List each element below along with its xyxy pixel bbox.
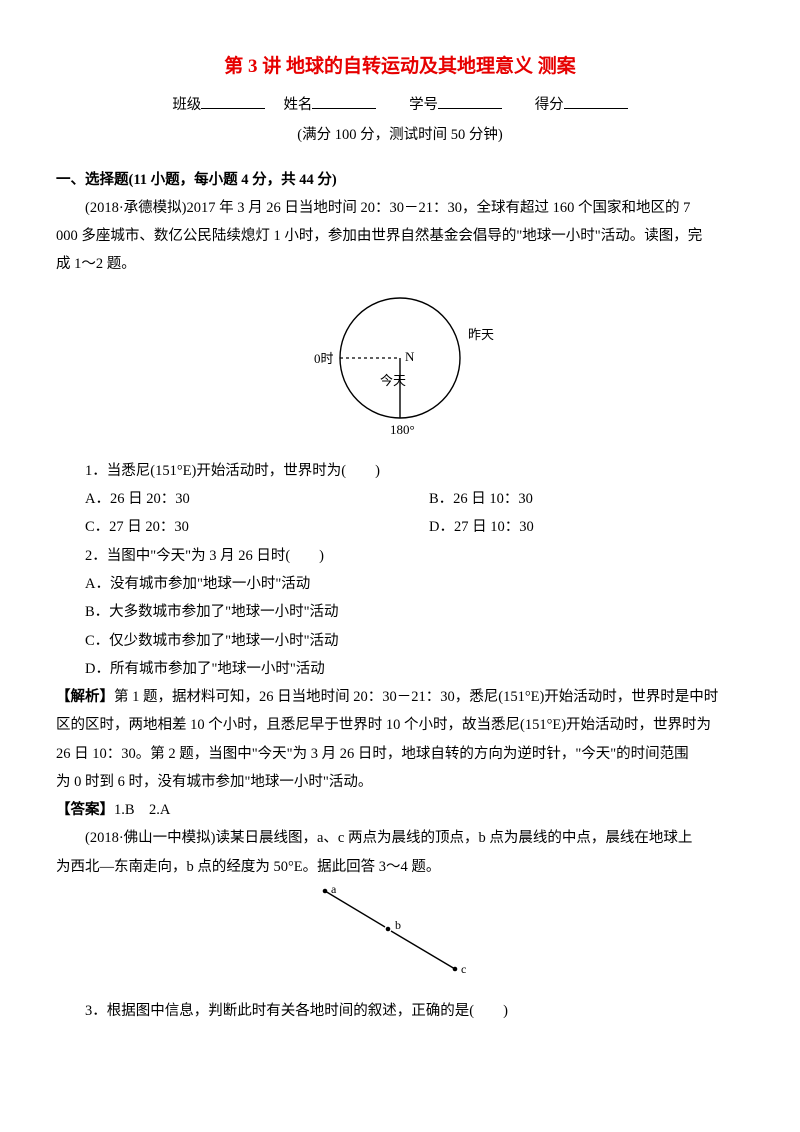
label-yesterday: 昨天 [468,327,494,342]
class-blank[interactable] [201,94,265,110]
q2-opt-c: C．仅少数城市参加了"地球一小时"活动 [56,627,744,655]
section-1-heading: 一、选择题(11 小题，每小题 4 分，共 44 分) [56,166,744,194]
analysis-line-2: 区的区时，两地相差 10 个小时，且悉尼早于世界时 10 个小时，故当悉尼(15… [56,711,744,739]
intro-1-line-2: 000 多座城市、数亿公民陆续熄灯 1 小时，参加由世界自然基金会倡导的"地球一… [56,222,744,250]
answer-block: 【答案】1.B 2.A [56,796,744,824]
question-1: 1．当悉尼(151°E)开始活动时，世界时为( ) [56,457,744,485]
name-blank[interactable] [312,94,376,110]
question-2: 2．当图中"今天"为 3 月 26 日时( ) [56,542,744,570]
score-label: 得分 [535,97,564,113]
label-b: b [395,918,401,932]
analysis-block: 【解析】第 1 题，据材料可知，26 日当地时间 20：30－21：30，悉尼(… [56,683,744,711]
label-c: c [461,962,466,976]
q2-opt-a: A．没有城市参加"地球一小时"活动 [56,570,744,598]
label-0h: 0时 [314,351,334,366]
id-label: 学号 [409,97,438,113]
q1-opt-d: D．27 日 10：30 [400,513,744,541]
analysis-line-3: 26 日 10：30。第 2 题，当图中"今天"为 3 月 26 日时，地球自转… [56,740,744,768]
name-label: 姓名 [283,97,312,113]
analysis-line-4: 为 0 时到 6 时，没有城市参加"地球一小时"活动。 [56,768,744,796]
question-3: 3．根据图中信息，判断此时有关各地时间的叙述，正确的是( ) [56,997,744,1025]
label-n: N [405,349,415,364]
q1-opt-b: B．26 日 10：30 [400,485,744,513]
label-a: a [331,885,337,896]
diagram-2: a b c [56,885,744,993]
label-today: 今天 [380,373,406,388]
intro-1-line-3: 成 1～2 题。 [56,250,744,278]
intro-2-line-1: (2018·佛山一中模拟)读某日晨线图，a、c 两点为晨线的顶点，b 点为晨线的… [56,824,744,852]
answer-text: 1.B 2.A [114,802,170,818]
q1-opt-c: C．27 日 20：30 [56,513,400,541]
analysis-label: 【解析】 [56,689,114,705]
intro-1-line-1: (2018·承德模拟)2017 年 3 月 26 日当地时间 20：30－21：… [56,194,744,222]
score-blank[interactable] [564,94,628,110]
class-label: 班级 [172,97,201,113]
q2-opt-d: D．所有城市参加了"地球一小时"活动 [56,655,744,683]
lesson-title: 第 3 讲 地球的自转运动及其地理意义 测案 [56,48,744,85]
intro-2-line-2: 为西北—东南走向，b 点的经度为 50°E。据此回答 3～4 题。 [56,853,744,881]
q2-opt-b: B．大多数城市参加了"地球一小时"活动 [56,598,744,626]
analysis-line-1: 第 1 题，据材料可知，26 日当地时间 20：30－21：30，悉尼(151°… [114,689,718,705]
diagram-1: 昨天 今天 0时 N 180° [56,283,744,453]
id-blank[interactable] [438,94,502,110]
sub-line: (满分 100 分，测试时间 50 分钟) [56,121,744,149]
q1-opt-a: A．26 日 20：30 [56,485,400,513]
answer-label: 【答案】 [56,802,114,818]
label-180: 180° [390,422,415,437]
form-line: 班级 姓名 学号 得分 [56,91,744,119]
